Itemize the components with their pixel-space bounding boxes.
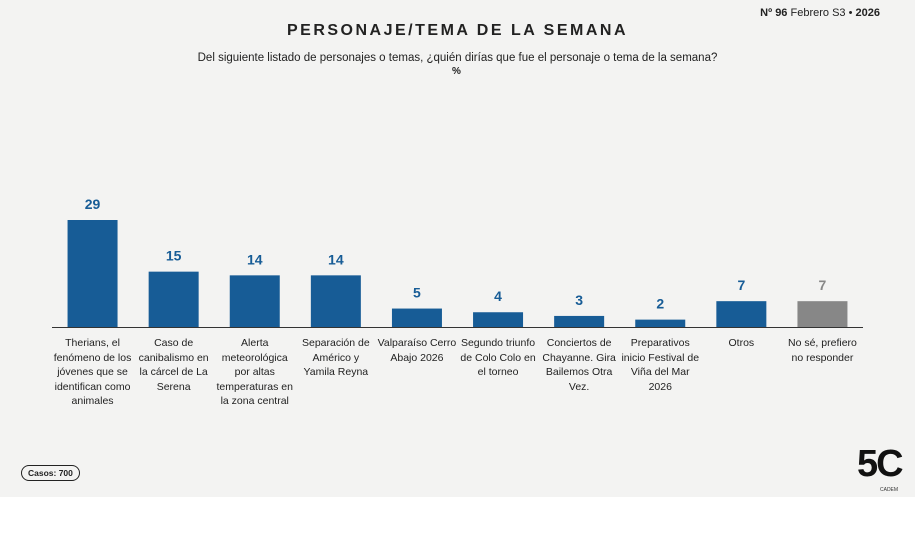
period: Febrero S3 xyxy=(790,7,846,19)
value-label: 5 xyxy=(413,285,421,301)
value-label: 14 xyxy=(247,251,263,267)
year: 2026 xyxy=(855,7,880,19)
issue-number: 96 xyxy=(775,7,788,19)
category-label: Valparaíso Cerro Abajo 2026 xyxy=(377,337,457,364)
value-label: 4 xyxy=(494,288,502,304)
category-label: Caso de canibalismo en la cárcel de La S… xyxy=(138,337,209,393)
bar xyxy=(797,301,848,327)
bar xyxy=(635,319,686,327)
value-label: 3 xyxy=(575,292,583,308)
chart: 29 15 14 14 5 4 3 2 7 7 xyxy=(52,196,863,328)
value-label: 14 xyxy=(328,251,344,267)
issue-info: Nº 96 Febrero S3 • 2026 xyxy=(760,7,880,19)
bar xyxy=(148,271,199,327)
bar xyxy=(310,275,361,327)
bar xyxy=(391,308,442,327)
unit: % xyxy=(452,66,461,77)
value-label: 29 xyxy=(85,196,101,212)
category-label: Separación de Américo y Yamila Reyna xyxy=(301,337,370,378)
bar xyxy=(473,312,524,327)
category-label: No sé, prefiero no responder xyxy=(788,337,857,364)
category-label: Conciertos de Chayanne. Gira Bailemos Ot… xyxy=(542,337,616,393)
value-label: 7 xyxy=(737,277,745,293)
subtitle: Del siguiente listado de personajes o te… xyxy=(197,52,718,64)
value-label: 7 xyxy=(819,277,827,293)
logo: 5C xyxy=(857,443,904,485)
separator: • xyxy=(848,7,853,19)
brand: CADEM xyxy=(880,487,899,493)
category-label: Therians, el fenómeno de los jóvenes que… xyxy=(53,337,132,407)
chart-title: PERSONAJE/TEMA DE LA SEMANA xyxy=(286,22,628,39)
bar xyxy=(229,275,280,327)
value-label: 2 xyxy=(656,296,664,312)
issue-label: Nº xyxy=(760,7,773,19)
category-label: Alerta meteorológica por altas temperatu… xyxy=(216,337,293,407)
bar xyxy=(554,315,605,327)
slide xyxy=(0,0,915,497)
bar xyxy=(716,301,767,327)
category-label: Otros xyxy=(728,337,755,349)
value-label: 15 xyxy=(166,248,182,264)
bar xyxy=(67,220,118,327)
category-label: Preparativos inicio Festival de Viña del… xyxy=(621,337,700,393)
cases: Casos: 700 xyxy=(21,465,80,481)
category-label: Segundo triunfo de Colo Colo en el torne… xyxy=(460,337,536,378)
